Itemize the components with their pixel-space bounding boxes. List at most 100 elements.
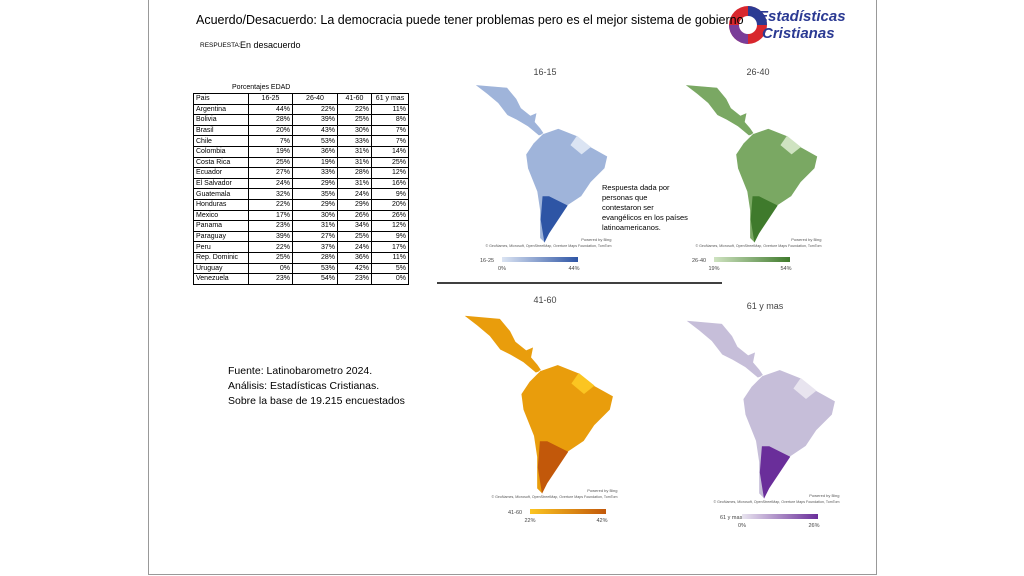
attribution: © GeoNames, Microsoft, OpenStreetMap, Ov… — [491, 495, 617, 499]
value-cell: 43% — [292, 124, 338, 137]
map-light — [570, 135, 591, 155]
value-cell: 25% — [248, 156, 293, 169]
value-cell: 19% — [292, 156, 338, 169]
table-row: Rep. Dominic 25% 28% 36% 11% — [193, 251, 409, 264]
map-highlight — [750, 196, 778, 243]
value-cell: 36% — [292, 145, 338, 158]
value-cell: 22% — [248, 198, 293, 211]
value-cell: 31% — [337, 156, 372, 169]
country-cell: Guatemala — [193, 188, 249, 200]
table-row: Panama 23% 31% 34% 12% — [193, 220, 409, 232]
value-cell: 24% — [337, 241, 372, 253]
table-row: Peru 22% 37% 24% 17% — [193, 241, 409, 253]
map-light — [571, 373, 595, 394]
map-light — [780, 135, 801, 155]
value-cell: 0% — [371, 273, 409, 285]
map-title: 26-40 — [746, 67, 769, 77]
value-cell: 7% — [248, 135, 293, 147]
value-cell: 22% — [292, 103, 338, 116]
value-cell: 23% — [248, 273, 293, 285]
powered-by: Powered by Bing — [581, 237, 611, 242]
value-cell: 20% — [371, 198, 409, 211]
table-row: Colombia 19% 36% 31% 14% — [193, 145, 409, 158]
table-row: Chile 7% 53% 33% 7% — [193, 135, 409, 147]
map-highlight — [540, 196, 568, 243]
table-row: Guatemala 32% 35% 24% 9% — [193, 188, 409, 200]
country-cell: Uruguay — [193, 262, 249, 275]
legend-bar — [530, 509, 606, 514]
data-table: Pais 16-25 26-40 41-60 61 y mas Argentina 44% 2… — [193, 93, 409, 285]
value-cell: 25% — [337, 114, 372, 126]
value-cell: 7% — [371, 135, 409, 147]
respuesta-label: RESPUESTA: — [200, 42, 241, 49]
value-cell: 37% — [292, 241, 338, 253]
value-cell: 33% — [292, 167, 338, 179]
map — [684, 319, 836, 500]
value-cell: 53% — [292, 262, 338, 275]
map — [462, 314, 614, 495]
country-cell: Ecuador — [193, 167, 249, 179]
country-cell: Costa Rica — [193, 156, 249, 169]
country-cell: Rep. Dominic — [193, 251, 249, 264]
country-cell: Colombia — [193, 145, 249, 158]
table-row: Brasil 20% 43% 30% 7% — [193, 124, 409, 137]
value-cell: 11% — [371, 103, 409, 116]
value-cell: 28% — [292, 251, 338, 264]
value-cell: 17% — [248, 209, 293, 222]
value-cell: 19% — [248, 145, 293, 158]
logo-line2: Cristianas — [762, 25, 835, 42]
value-cell: 9% — [371, 230, 409, 243]
title: Acuerdo/Desacuerdo: La democracia puede … — [196, 13, 744, 27]
value-cell: 26% — [371, 209, 409, 222]
source-line: Fuente: Latinobarometro 2024. — [228, 365, 373, 377]
value-cell: 54% — [292, 273, 338, 285]
value-cell: 25% — [248, 251, 293, 264]
value-cell: 20% — [248, 124, 293, 137]
value-cell: 27% — [248, 167, 293, 179]
respuesta-value: En desacuerdo — [240, 40, 301, 50]
legend-bar — [742, 514, 818, 519]
country-cell: Venezuela — [193, 273, 249, 285]
value-cell: 31% — [292, 220, 338, 232]
value-cell: 29% — [292, 198, 338, 211]
value-cell: 44% — [248, 103, 293, 116]
table-row: El Salvador 24% 29% 31% 16% — [193, 177, 409, 190]
value-cell: 39% — [292, 114, 338, 126]
country-cell: Peru — [193, 241, 249, 253]
value-cell: 30% — [337, 124, 372, 137]
map-light — [793, 378, 817, 399]
attribution: © GeoNames, Microsoft, OpenStreetMap, Ov… — [713, 500, 839, 504]
legend-bar — [502, 257, 578, 262]
map — [684, 84, 819, 244]
value-cell: 22% — [248, 241, 293, 253]
value-cell: 32% — [248, 188, 293, 200]
value-cell: 0% — [248, 262, 293, 275]
value-cell: 25% — [371, 156, 409, 169]
value-cell: 35% — [292, 188, 338, 200]
country-cell: Brasil — [193, 124, 249, 137]
value-cell: 25% — [337, 230, 372, 243]
powered-by: Powered by Bing — [587, 488, 617, 493]
source-line: Análisis: Estadísticas Cristianas. — [228, 380, 380, 392]
powered-by: Powered by Bing — [791, 237, 821, 242]
map-title: 41-60 — [533, 295, 556, 305]
value-cell: 14% — [371, 145, 409, 158]
value-cell: 23% — [248, 220, 293, 232]
value-cell: 31% — [337, 177, 372, 190]
country-cell: Chile — [193, 135, 249, 147]
value-cell: 12% — [371, 167, 409, 179]
value-cell: 9% — [371, 188, 409, 200]
map-title: 61 y mas — [747, 301, 784, 311]
legend-min: 22% — [524, 518, 535, 524]
powered-by: Powered by Bing — [809, 493, 839, 498]
value-cell: 53% — [292, 135, 338, 147]
table-header: Pais 16-25 26-40 41-60 61 y mas — [193, 93, 409, 105]
table-row: Honduras 22% 29% 29% 20% — [193, 198, 409, 211]
header-cell: 26-40 — [292, 93, 338, 105]
logo — [729, 6, 767, 44]
value-cell: 26% — [337, 209, 372, 222]
legend-label: 41-60 — [508, 510, 522, 516]
legend-min: 19% — [708, 266, 719, 272]
table-row: Costa Rica 25% 19% 31% 25% — [193, 156, 409, 169]
